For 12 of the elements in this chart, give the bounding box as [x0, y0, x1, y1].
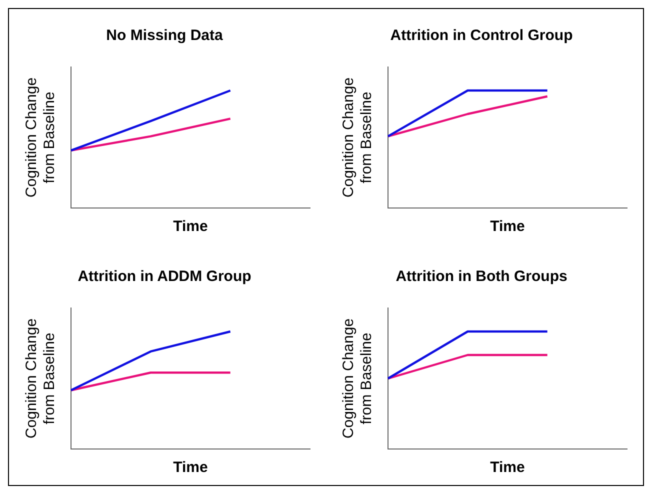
x-axis-title: Time — [173, 218, 208, 236]
y-axis-title: Cognition Change from Baseline — [340, 77, 376, 198]
chart-title: Attrition in Control Group — [390, 27, 573, 44]
x-axis-title: Time — [490, 218, 525, 236]
chart-title: Attrition in ADDM Group — [78, 268, 252, 286]
x-axis-title: Time — [490, 459, 525, 476]
y-axis-title: Cognition Change from Baseline — [340, 318, 376, 439]
y-axis-title: Cognition Change from Baseline — [23, 318, 58, 439]
y-axis-title: Cognition Change from Baseline — [23, 77, 58, 198]
chart-title: No Missing Data — [106, 27, 224, 44]
chart-title: Attrition in Both Groups — [396, 268, 568, 286]
x-axis-title: Time — [173, 459, 208, 476]
